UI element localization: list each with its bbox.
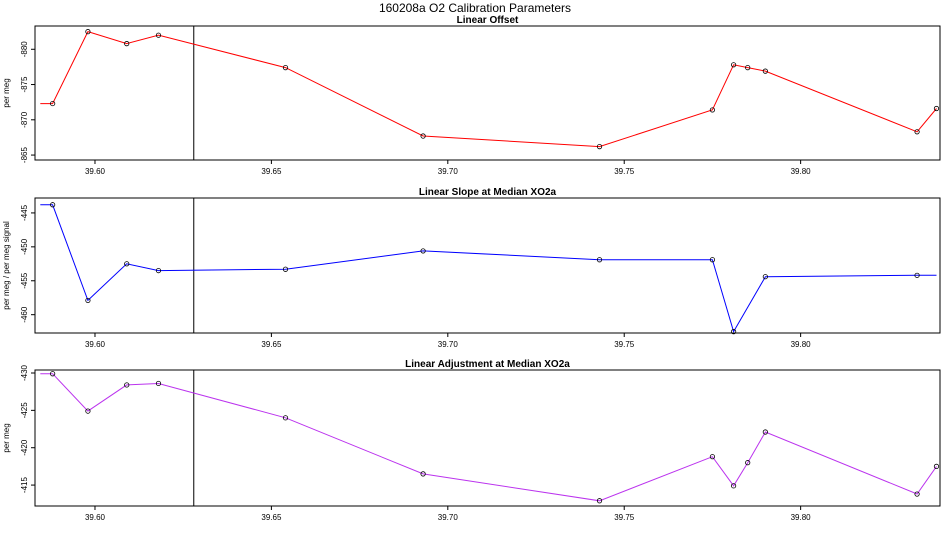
data-point: [124, 41, 130, 47]
data-point: [762, 274, 768, 280]
series-line: [40, 30, 937, 148]
x-tick-label: 39.75: [614, 513, 635, 522]
data-point: [596, 498, 603, 504]
data-point: [85, 29, 91, 35]
x-tick-label: 39.65: [261, 340, 282, 349]
y-tick-label: -460: [20, 306, 29, 323]
y-axis-label: per meg: [2, 78, 11, 107]
y-axis-label: per meg / per meg signal: [2, 221, 11, 310]
data-point: [282, 415, 289, 421]
series-line: [40, 373, 937, 502]
data-point: [155, 32, 162, 38]
data-point: [730, 62, 737, 68]
chart-title: Linear Adjustment at Median XO2a: [405, 359, 570, 370]
series-line: [40, 204, 937, 333]
x-tick-label: 39.70: [438, 167, 459, 176]
data-point: [709, 257, 716, 263]
x-tick-label: 39.65: [261, 513, 282, 522]
chart-panel-1: Linear Offset 39.60 39.65 39.70 39.75 39.80 -8…: [2, 15, 941, 176]
data-point: [50, 100, 56, 107]
x-tick-label: 39.80: [791, 340, 812, 349]
data-point: [420, 248, 426, 254]
y-tick-label: -420: [20, 439, 29, 456]
y-tick-label: -870: [20, 111, 29, 128]
data-point: [730, 329, 737, 335]
figure-title: 160208a O2 Calibration Parameters: [379, 1, 571, 15]
y-tick-label: -415: [20, 477, 29, 494]
data-point: [124, 261, 130, 267]
data-point: [914, 491, 920, 497]
chart-panel-3: Linear Adjustment at Median XO2a 39.60 39.…: [2, 359, 941, 522]
data-point: [709, 107, 716, 113]
y-tick-label: -880: [20, 41, 29, 58]
data-point: [709, 454, 716, 460]
x-tick-label: 39.60: [85, 513, 106, 522]
data-point: [282, 65, 289, 71]
data-point: [155, 267, 162, 274]
chart-title: Linear Offset: [457, 15, 519, 26]
x-tick-label: 39.65: [261, 167, 282, 176]
y-axis-label: per meg: [2, 423, 11, 452]
x-tick-label: 39.75: [614, 340, 635, 349]
y-tick-label: -430: [20, 364, 29, 381]
data-point: [745, 460, 751, 466]
data-point: [420, 133, 426, 139]
data-point: [745, 65, 751, 71]
x-tick-label: 39.75: [614, 167, 635, 176]
data-point: [85, 408, 91, 414]
data-point: [50, 371, 56, 377]
y-tick-label: -455: [20, 272, 29, 289]
y-tick-label: -875: [20, 76, 29, 93]
data-point: [730, 483, 737, 489]
data-point: [762, 429, 768, 435]
data-point: [596, 257, 603, 263]
x-tick-label: 39.60: [85, 167, 106, 176]
data-point: [762, 68, 768, 74]
data-point: [50, 202, 56, 208]
data-point: [420, 471, 426, 477]
data-point: [155, 380, 162, 387]
x-tick-label: 39.60: [85, 340, 106, 349]
data-point: [85, 297, 91, 304]
chart-panel-2: Linear Slope at Median XO2a 39.60 39.65 39.…: [2, 187, 941, 349]
data-point: [933, 105, 940, 112]
y-tick-label: -450: [20, 238, 29, 255]
y-tick-label: -865: [20, 147, 29, 164]
y-tick-label: -445: [20, 204, 29, 221]
data-point: [914, 272, 920, 278]
y-tick-label: -425: [20, 402, 29, 419]
data-point: [596, 144, 603, 150]
data-point: [933, 463, 940, 469]
panels: Linear Offset 39.60 39.65 39.70 39.75 39.80 -8…: [2, 15, 941, 522]
data-point: [124, 382, 130, 388]
x-tick-label: 39.80: [791, 167, 812, 176]
chart-title: Linear Slope at Median XO2a: [419, 187, 557, 198]
plot-frame: [34, 197, 941, 334]
x-tick-label: 39.70: [438, 340, 459, 349]
plot-frame: [34, 25, 941, 161]
x-tick-label: 39.70: [438, 513, 459, 522]
data-point: [282, 266, 289, 272]
x-tick-label: 39.80: [791, 513, 812, 522]
plot-frame: [34, 369, 941, 507]
data-point: [914, 129, 920, 135]
